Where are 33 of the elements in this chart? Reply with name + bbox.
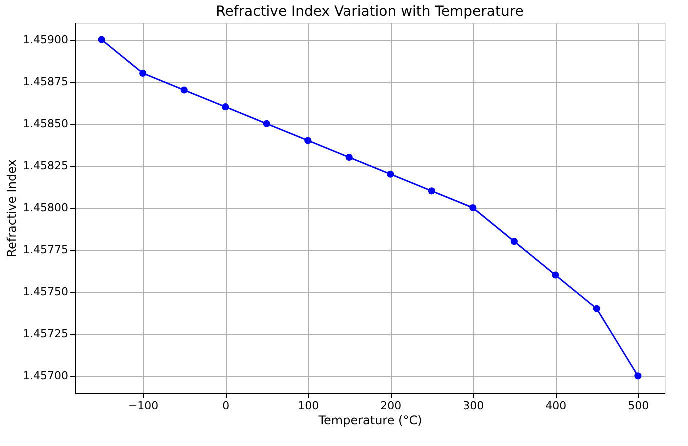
y-tick-label: 1.45800 [23, 202, 68, 214]
point [428, 188, 436, 195]
y-tick-label: 1.45825 [23, 159, 68, 172]
x-tick-label: 300 [463, 400, 484, 412]
x-axis-title: Temperature (°C) [318, 414, 422, 428]
y-tick-label: 1.45775 [23, 244, 68, 257]
x-tick-label: 100 [298, 400, 320, 412]
y-tick-label: 1.45850 [23, 117, 68, 130]
y-tick-label: 1.45725 [23, 328, 68, 341]
y-tick-label: 1.45875 [23, 75, 68, 88]
point [634, 372, 642, 380]
point [552, 272, 560, 279]
x-tick-label: 500 [628, 400, 650, 412]
y-tick-label: 1.45900 [23, 33, 68, 46]
point [140, 70, 147, 77]
point [98, 36, 106, 44]
x-tick-label: 200 [380, 400, 402, 412]
point [263, 120, 270, 128]
point [180, 86, 188, 94]
y-tick-label: 1.45750 [23, 286, 68, 299]
point [510, 238, 518, 246]
point [304, 137, 312, 144]
point [470, 204, 477, 212]
point [222, 104, 230, 111]
y-axis-title: Refractive Index [5, 160, 20, 258]
x-tick-label: 0 [222, 400, 230, 412]
point [387, 170, 394, 178]
x-tick-label: 400 [546, 400, 567, 412]
y-tick-label: 1.45700 [23, 370, 68, 383]
point [593, 305, 600, 312]
x-tick-label: −100 [128, 400, 159, 412]
point [346, 154, 353, 162]
chart-title: Refractive Index Variation with Temperature [216, 4, 524, 20]
